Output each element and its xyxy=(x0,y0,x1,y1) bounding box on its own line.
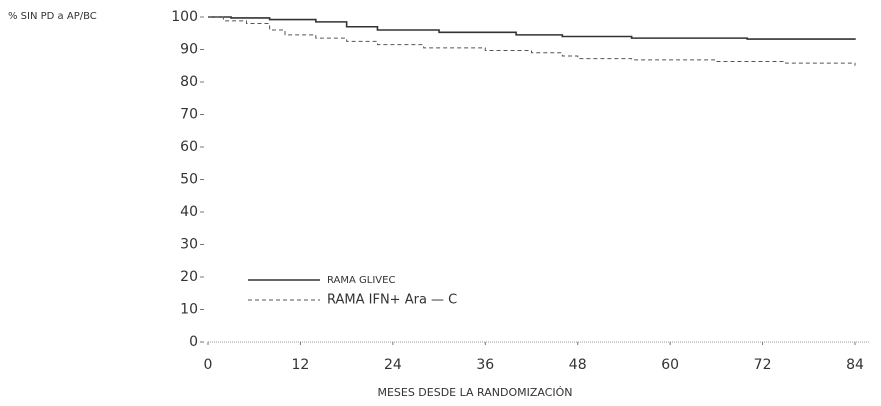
x-tick-label: 24 xyxy=(384,357,402,373)
y-tick-label: 80 xyxy=(180,74,198,90)
y-tick-label: 0 xyxy=(189,334,198,350)
x-tick-label: 36 xyxy=(476,357,494,373)
y-tick-label: 40 xyxy=(180,204,198,220)
y-tick-label: 90 xyxy=(180,42,198,58)
x-tick-label: 72 xyxy=(754,357,772,373)
legend-label: RAMA IFN+ Ara — C xyxy=(327,293,457,308)
y-tick-label: 30 xyxy=(180,237,198,253)
series-line xyxy=(208,16,856,66)
y-tick-label: 100 xyxy=(171,9,198,25)
x-axis-label: MESES DESDE LA RANDOMIZACIÓN xyxy=(377,386,572,399)
y-tick-label: 20 xyxy=(180,269,198,285)
x-tick-label: 84 xyxy=(846,357,864,373)
legend-label: RAMA GLIVEC xyxy=(327,275,395,286)
x-tick-label: 48 xyxy=(569,357,587,373)
y-tick-label: 10 xyxy=(180,302,198,318)
x-tick-label: 0 xyxy=(204,357,213,373)
x-tick-label: 12 xyxy=(292,357,310,373)
x-tick-label: 60 xyxy=(661,357,679,373)
y-tick-label: 50 xyxy=(180,172,198,188)
y-tick-label: 70 xyxy=(180,107,198,123)
y-tick-label: 60 xyxy=(180,139,198,155)
y-axis-label: % SIN PD a AP/BC xyxy=(8,11,97,22)
series-line xyxy=(208,16,856,40)
